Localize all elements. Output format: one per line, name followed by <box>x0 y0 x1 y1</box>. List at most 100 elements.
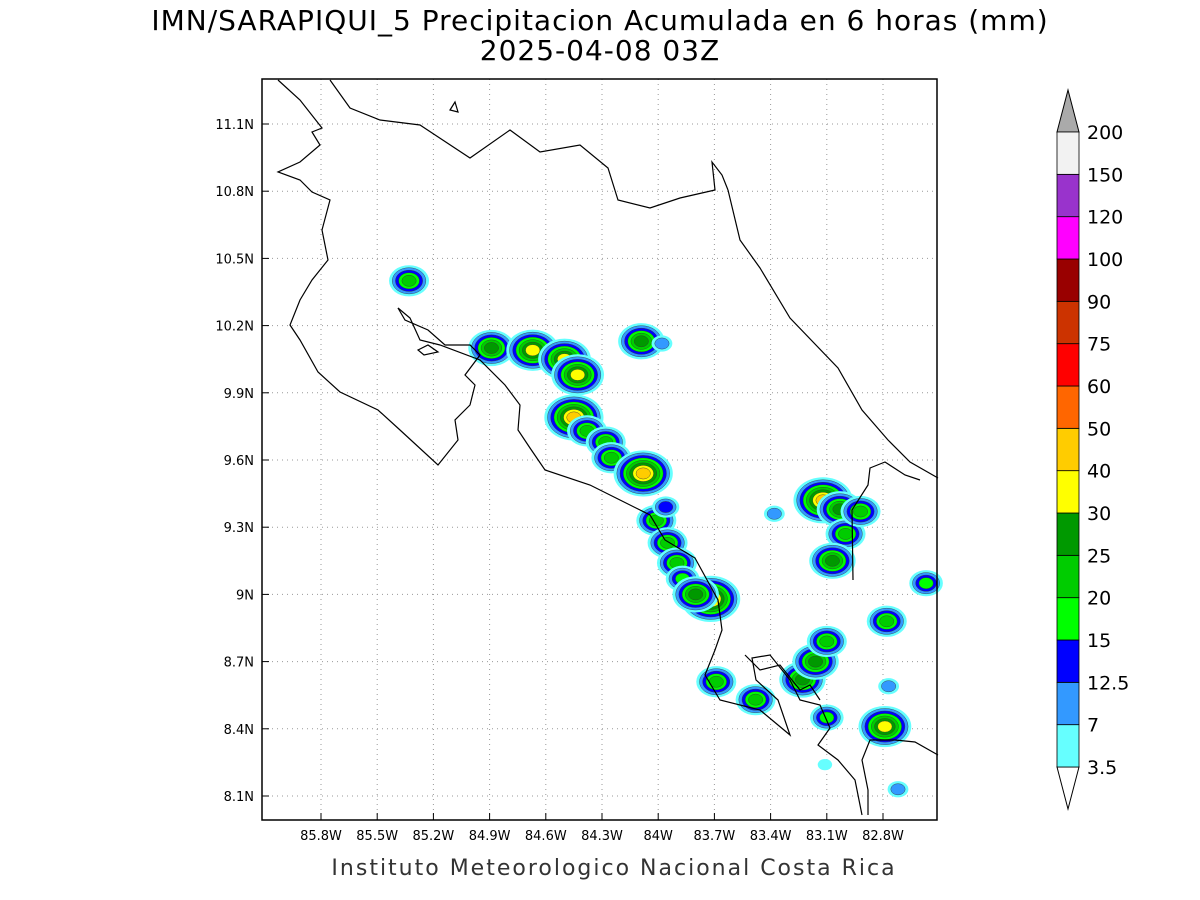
y-tick-label: 9.3N <box>224 521 254 536</box>
rain-contour <box>879 615 895 628</box>
rain-contour <box>660 537 675 549</box>
rain-cell <box>858 705 912 748</box>
rain-cell <box>652 496 680 518</box>
x-tick-label: 84.3W <box>581 829 623 844</box>
x-tick-label: 84.6W <box>525 829 567 844</box>
colorbar-swatch <box>1056 681 1080 726</box>
map-title: IMN/SARAPIQUI_5 Precipitacion Acumulada … <box>151 4 1049 37</box>
colorbar-swatch <box>1056 343 1080 387</box>
y-tick-label: 8.4N <box>224 723 254 738</box>
x-tick-label: 85.8W <box>300 829 342 844</box>
colorbar-min-arrow <box>1056 766 1080 811</box>
rain-contour <box>877 720 893 733</box>
colorbar-swatch <box>1056 724 1080 768</box>
footer-credit: Instituto Meteorologico Nacional Costa R… <box>331 856 897 881</box>
colorbar-swatch <box>1056 300 1080 345</box>
x-tick-label: 83.7W <box>693 829 735 844</box>
nicaragua-border <box>329 79 729 209</box>
rain-cell <box>806 625 847 658</box>
rain-cell <box>551 354 605 396</box>
colorbar-swatch <box>1056 597 1080 641</box>
colorbar-swatch <box>1056 427 1080 472</box>
colorbar-label: 20 <box>1087 588 1111 610</box>
rain-cell <box>468 329 515 367</box>
rain-cell <box>735 684 776 716</box>
colorbar-max-arrow <box>1056 88 1080 133</box>
rain-cell <box>389 265 430 297</box>
colorbar-label: 30 <box>1087 503 1111 525</box>
rain-cell <box>840 495 881 528</box>
x-tick-label: 83.4W <box>750 829 792 844</box>
pacific-coast <box>397 307 863 816</box>
rain-cell <box>887 781 909 798</box>
rain-contour <box>766 507 782 520</box>
colorbar-label: 120 <box>1087 207 1123 229</box>
colorbar-label: 3.5 <box>1087 757 1117 779</box>
rain-contour <box>633 335 649 348</box>
rain-contour <box>484 342 499 354</box>
rain-cell <box>909 570 943 597</box>
latitude-axis: 11.1N 10.8N 10.5N 10.2N 9.9N 9.6N 9.3N 9N 8.7N 8.… <box>215 118 269 805</box>
rain-cell <box>809 542 856 579</box>
x-tick-label: 85.5W <box>356 829 398 844</box>
rain-contour <box>819 635 835 648</box>
y-tick-label: 10.5N <box>215 252 254 267</box>
colorbar-swatch <box>1056 554 1080 599</box>
rain-cell <box>817 759 833 771</box>
rain-contour <box>635 467 651 480</box>
coastline-borders <box>276 79 939 816</box>
rain-contour <box>570 369 586 381</box>
y-tick-label: 9.6N <box>224 454 254 469</box>
y-tick-label: 9.9N <box>224 387 254 402</box>
rain-contour <box>603 451 619 464</box>
rain-cell <box>825 518 866 550</box>
panama-border-2 <box>851 461 921 581</box>
x-tick-label: 82.8W <box>862 829 904 844</box>
rain-cell <box>613 450 673 497</box>
y-tick-label: 11.1N <box>215 118 254 133</box>
y-tick-label: 8.1N <box>224 790 254 805</box>
lake-island <box>449 100 459 113</box>
map-subtitle-datetime: 2025-04-08 03Z <box>479 34 721 67</box>
colorbar-label: 25 <box>1087 545 1111 567</box>
colorbar-swatch <box>1056 173 1080 218</box>
colorbar-label: 7 <box>1087 715 1099 737</box>
rain-contour <box>838 528 853 540</box>
rain-contour <box>748 693 764 706</box>
precipitation-field <box>389 265 943 798</box>
rain-cell <box>618 323 665 360</box>
colorbar-label: 75 <box>1087 334 1111 356</box>
colorbar-swatch <box>1056 639 1080 683</box>
rain-contour <box>808 655 823 668</box>
y-tick-label: 8.7N <box>224 656 254 671</box>
x-tick-label: 83.1W <box>806 829 848 844</box>
x-tick-label: 85.2W <box>412 829 454 844</box>
rain-contour <box>401 274 417 287</box>
colorbar-swatch <box>1056 512 1080 556</box>
y-tick-label: 10.8N <box>215 185 254 200</box>
map-frame <box>261 78 938 821</box>
colorbar-swatch <box>1056 216 1080 260</box>
gulf-nicoya-island <box>416 344 440 356</box>
colorbar-label: 15 <box>1087 630 1111 652</box>
colorbar-label: 50 <box>1087 418 1111 440</box>
x-tick-label: 84W <box>643 829 673 844</box>
colorbar-swatch <box>1056 470 1080 514</box>
nicaragua-coast-north <box>276 79 481 466</box>
colorbar-label: 200 <box>1087 122 1123 144</box>
rain-cell <box>866 605 907 637</box>
colorbar-swatch <box>1056 258 1080 302</box>
colorbar-label: 60 <box>1087 376 1111 398</box>
rain-contour <box>525 344 541 357</box>
panama-border <box>861 739 939 815</box>
rain-contour <box>918 577 934 590</box>
rain-contour <box>817 759 833 771</box>
colorbar-label: 12.5 <box>1087 672 1129 694</box>
colorbar-label: 150 <box>1087 164 1123 186</box>
precipitation-colorbar: 3.5 7 12.5 15 20 25 30 40 50 60 75 90 100 120 150 200 <box>1056 88 1129 811</box>
colorbar-swatch <box>1056 385 1080 429</box>
caribbean-coast <box>727 189 939 479</box>
rain-contour <box>688 588 704 601</box>
rain-cell <box>810 704 844 731</box>
